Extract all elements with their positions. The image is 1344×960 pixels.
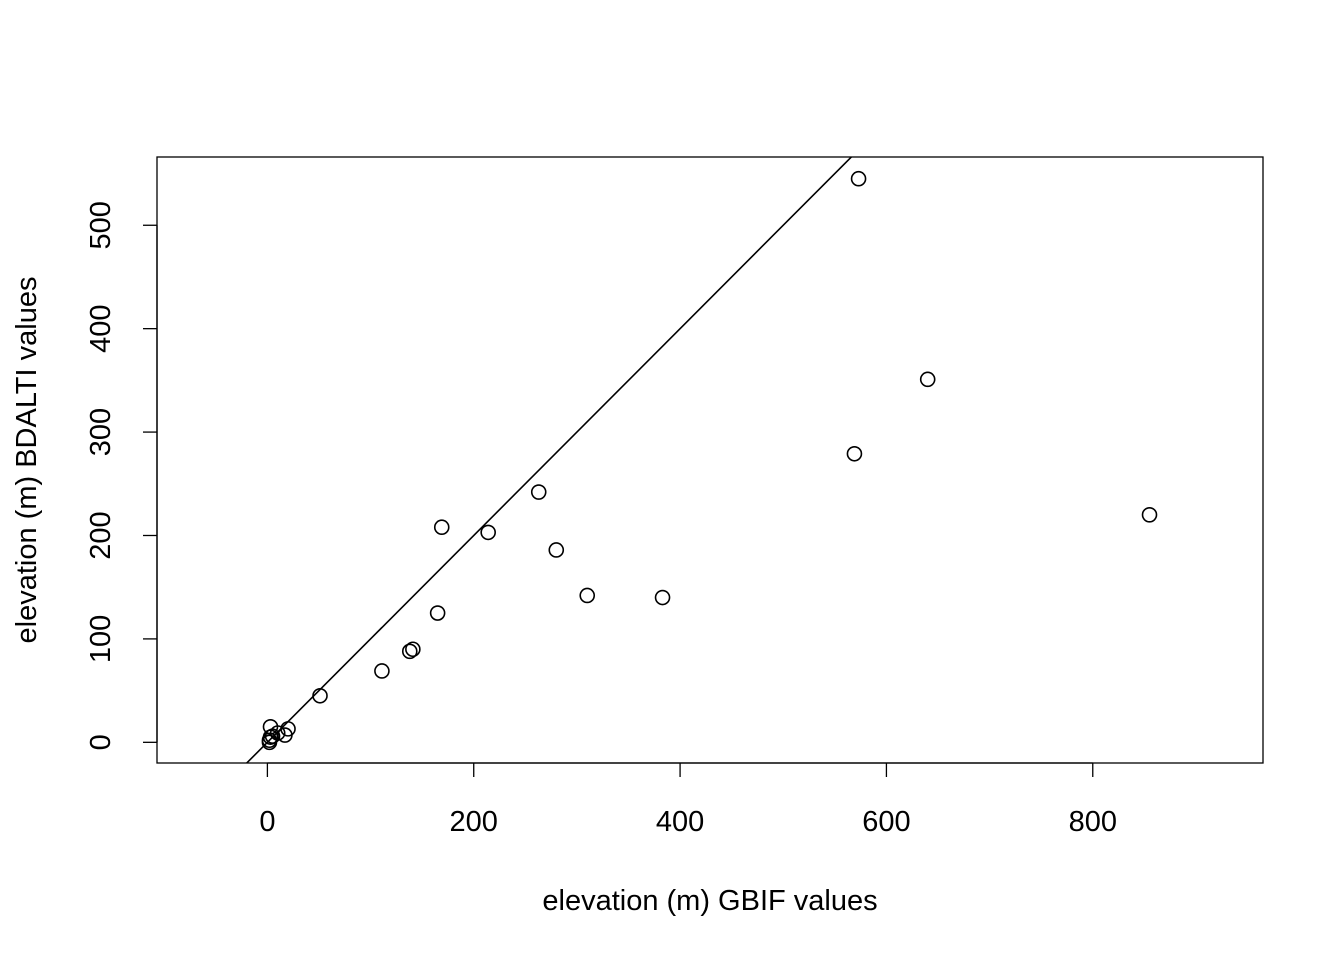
data-point xyxy=(280,721,296,737)
data-point xyxy=(530,484,547,500)
y-tick-label: 500 xyxy=(85,201,117,249)
y-axis: 0 100 200 300 400 500 xyxy=(85,201,158,750)
plot-frame xyxy=(156,156,1264,764)
data-point xyxy=(919,371,936,388)
data-point xyxy=(1141,507,1158,523)
data-point xyxy=(654,589,671,606)
data-point xyxy=(480,524,496,541)
x-axis: 0 200 400 600 800 xyxy=(259,762,1117,838)
x-tick-label: 400 xyxy=(656,806,704,838)
y-tick-label: 200 xyxy=(85,511,117,559)
y-tick-label: 400 xyxy=(85,304,117,352)
data-point xyxy=(850,170,867,187)
reference-line-group xyxy=(245,157,853,763)
x-tick-label: 0 xyxy=(259,806,275,838)
x-tick-label: 800 xyxy=(1069,806,1117,838)
y-tick-label: 0 xyxy=(85,734,117,750)
y-tick-label: 300 xyxy=(85,408,117,456)
reference-line xyxy=(245,157,853,763)
data-point xyxy=(312,687,328,704)
data-points xyxy=(261,170,1158,751)
data-point xyxy=(548,542,565,558)
data-point xyxy=(846,445,863,462)
data-point xyxy=(433,519,450,536)
data-point xyxy=(429,605,446,621)
data-point xyxy=(579,587,596,604)
x-axis-label: elevation (m) GBIF values xyxy=(542,885,877,917)
y-axis-label: elevation (m) BDALTI values xyxy=(11,277,43,644)
y-tick-label: 100 xyxy=(85,615,117,663)
x-tick-label: 600 xyxy=(862,806,910,838)
data-point xyxy=(374,663,390,679)
x-tick-label: 200 xyxy=(450,806,498,838)
data-point xyxy=(401,643,418,660)
data-point xyxy=(405,641,421,658)
data-point xyxy=(269,725,286,741)
